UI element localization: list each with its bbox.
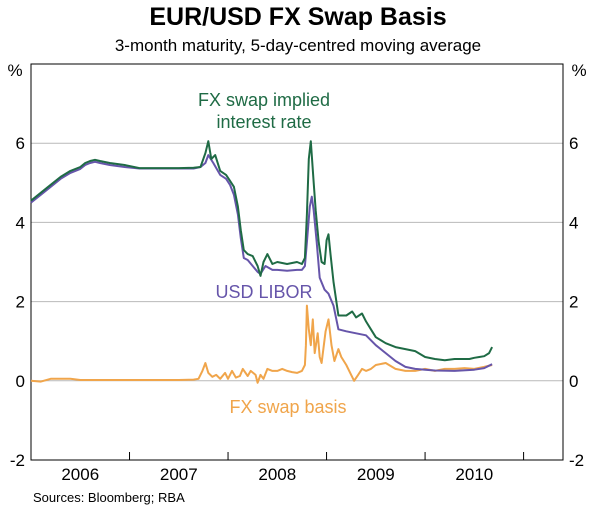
x-axis-ticks: 2006 2007 2008 2009 2010: [61, 452, 525, 484]
x-tick-label: 2006: [61, 465, 99, 484]
y-tick-label-left: 6: [16, 134, 25, 153]
y-tick-label-right: 4: [569, 213, 578, 232]
y-tick-label-right: 2: [569, 293, 578, 312]
y-tick-label-right: 6: [569, 134, 578, 153]
source-note: Sources: Bloomberg; RBA: [33, 490, 185, 505]
x-tick-label: 2007: [160, 465, 198, 484]
series-label: USD LIBOR: [215, 282, 312, 302]
y-tick-label-left: 4: [16, 213, 25, 232]
series-lines: [30, 140, 493, 384]
chart-subtitle: 3-month maturity, 5-day-centred moving a…: [114, 36, 482, 55]
x-tick-label: 2008: [258, 465, 296, 484]
y-tick-label-left: 2: [16, 293, 25, 312]
series-line: [30, 304, 493, 384]
series-line: [30, 140, 493, 362]
series-line: [30, 154, 493, 372]
series-label: interest rate: [216, 112, 311, 132]
x-tick-label: 2009: [357, 465, 395, 484]
y-tick-label-left: -2: [10, 451, 25, 470]
y-axis-left: -2 0 2 4 6: [10, 134, 25, 470]
chart-title: EUR/USD FX Swap Basis: [149, 3, 447, 31]
y-tick-label-right: -2: [569, 451, 584, 470]
y-tick-label-right: 0: [569, 372, 578, 391]
y-unit-left: %: [7, 61, 22, 80]
series-label: FX swap basis: [229, 397, 346, 417]
y-axis-right: -2 0 2 4 6: [569, 134, 584, 470]
x-tick-label: 2010: [455, 465, 493, 484]
y-unit-right: %: [571, 61, 586, 80]
plot-frame: [30, 63, 564, 461]
series-label: FX swap implied: [198, 90, 330, 110]
y-tick-label-left: 0: [16, 372, 25, 391]
